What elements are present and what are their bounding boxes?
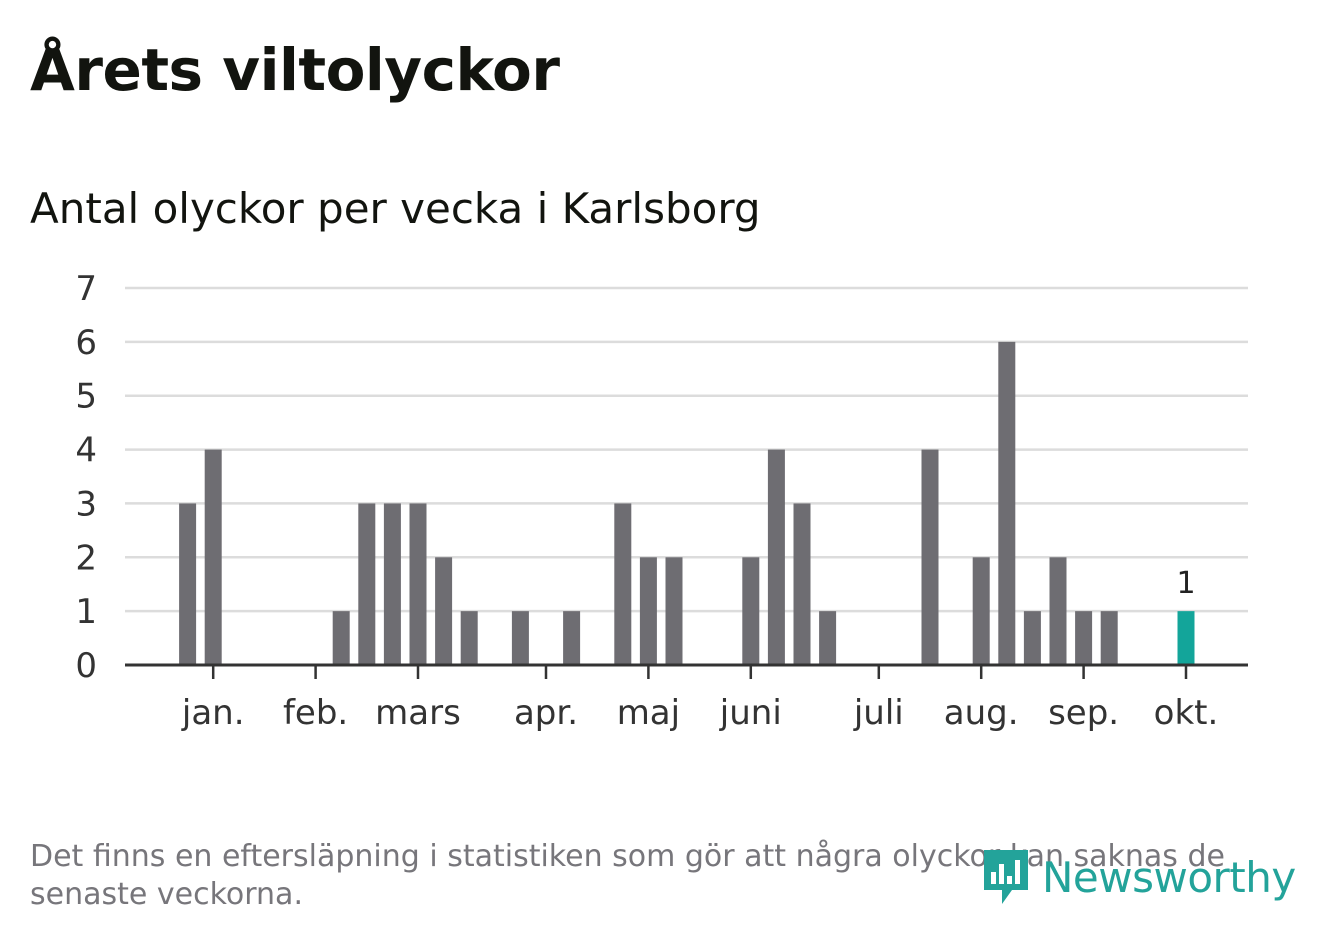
bar	[1075, 611, 1093, 665]
bar	[793, 503, 811, 665]
brand-name: Newsworthy	[1042, 852, 1296, 902]
bar	[639, 557, 657, 665]
bar	[614, 503, 632, 665]
y-tick-label: 5	[75, 377, 97, 417]
bar	[1023, 611, 1041, 665]
bar	[742, 557, 760, 665]
x-tick-label: okt.	[1154, 693, 1219, 733]
x-tick-label: apr.	[514, 693, 578, 733]
data-label: 1	[1176, 566, 1195, 601]
x-tick-label: sep.	[1048, 693, 1119, 733]
bar	[409, 503, 427, 665]
bar	[460, 611, 478, 665]
brand-logo: Newsworthy	[980, 846, 1296, 908]
bar	[179, 503, 197, 665]
x-tick-label: juli	[853, 693, 904, 733]
y-tick-label: 4	[75, 431, 97, 471]
bar	[921, 449, 939, 665]
y-tick-label: 3	[75, 484, 97, 524]
bar	[204, 449, 222, 665]
x-tick-label: maj	[617, 693, 680, 733]
bar	[435, 557, 453, 665]
x-tick-label: feb.	[283, 693, 348, 733]
bar	[358, 503, 376, 665]
x-tick-label: mars	[375, 693, 461, 733]
y-tick-label: 1	[75, 592, 97, 632]
newsworthy-logo-icon	[984, 850, 1028, 904]
y-tick-label: 7	[75, 269, 97, 309]
y-tick-label: 0	[75, 646, 97, 686]
bar	[511, 611, 529, 665]
y-tick-label: 2	[75, 538, 97, 578]
bar	[972, 557, 990, 665]
x-tick-label: jan.	[181, 693, 245, 733]
x-tick-label: juni	[719, 693, 782, 733]
chart-subtitle: Antal olyckor per vecka i Karlsborg	[30, 184, 761, 233]
bar	[563, 611, 581, 665]
highlight-bar	[1177, 611, 1195, 665]
bar	[1049, 557, 1067, 665]
bar	[383, 503, 401, 665]
bar	[332, 611, 350, 665]
chart-title: Årets viltolyckor	[30, 36, 560, 104]
y-tick-label: 6	[75, 323, 97, 363]
bar	[665, 557, 683, 665]
bar	[998, 341, 1016, 665]
bar	[767, 449, 785, 665]
bar	[1100, 611, 1118, 665]
bar	[819, 611, 837, 665]
x-tick-label: aug.	[944, 693, 1019, 733]
